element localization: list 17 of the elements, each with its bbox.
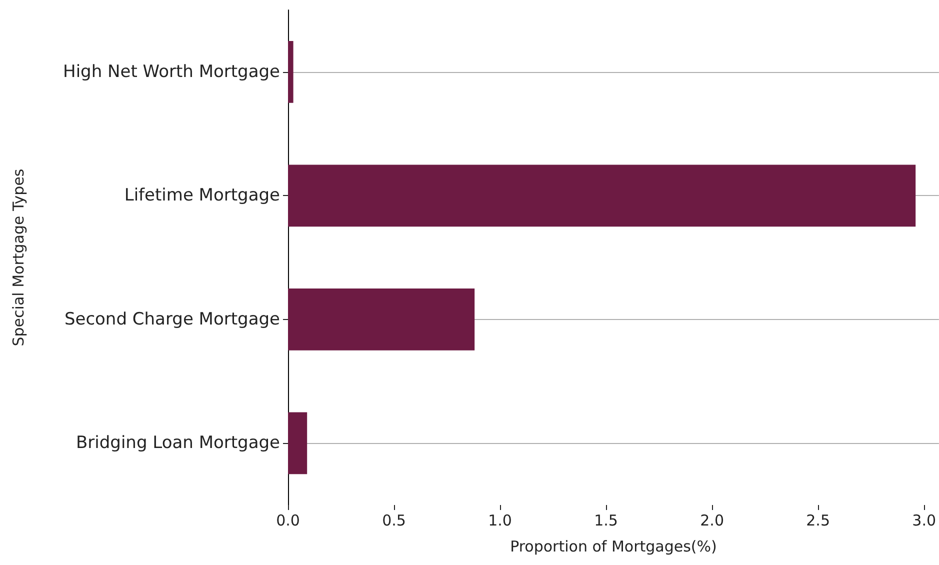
x-tick-label: 1.0 [488, 512, 512, 530]
y-axis-title: Special Mortgage Types [10, 168, 28, 346]
y-tick-label: Bridging Loan Mortgage [76, 433, 280, 454]
x-tick-label: 1.5 [594, 512, 618, 530]
x-tick-label: 2.5 [806, 512, 830, 530]
x-tick-label: 0.0 [276, 512, 300, 530]
bar [288, 164, 916, 227]
y-tick-label: High Net Worth Mortgage [63, 62, 280, 82]
bar [288, 40, 294, 103]
y-tick-label: Lifetime Mortgage [124, 186, 280, 206]
bar [288, 412, 308, 474]
x-tick-label: 2.0 [700, 512, 724, 530]
y-tick-label: Second Charge Mortgage [64, 309, 280, 330]
x-axis-title: Proportion of Mortgages(%) [510, 538, 717, 556]
x-tick-label: 0.5 [382, 512, 406, 530]
bar [288, 288, 475, 350]
x-tick-label: 3.0 [912, 512, 936, 530]
